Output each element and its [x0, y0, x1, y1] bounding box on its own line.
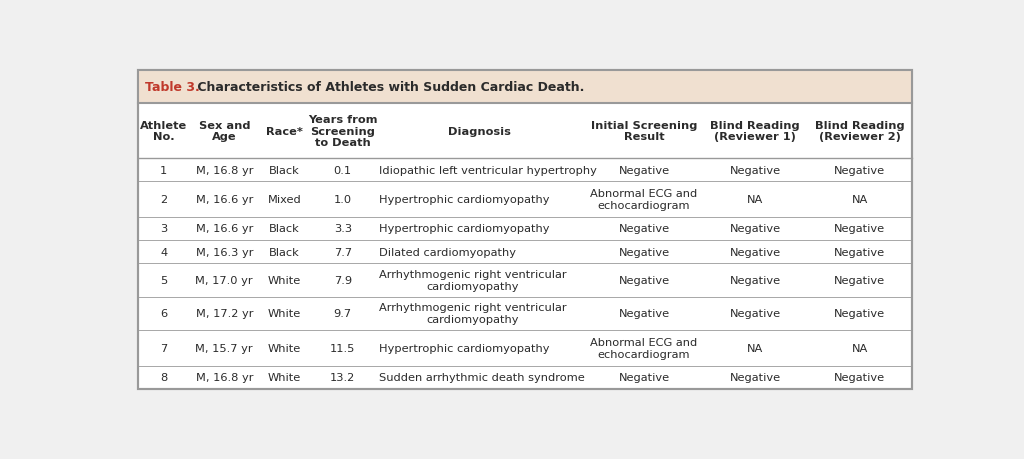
- Text: Initial Screening
Result: Initial Screening Result: [591, 120, 697, 142]
- Text: Negative: Negative: [835, 247, 886, 257]
- Text: M, 16.6 yr: M, 16.6 yr: [196, 224, 253, 234]
- Text: Negative: Negative: [618, 308, 670, 319]
- Text: White: White: [268, 308, 301, 319]
- Text: Negative: Negative: [730, 275, 780, 285]
- Text: Years from
Screening
to Death: Years from Screening to Death: [308, 115, 378, 148]
- Text: White: White: [268, 373, 301, 382]
- Text: 2: 2: [161, 195, 167, 205]
- Text: Characteristics of Athletes with Sudden Cardiac Death.: Characteristics of Athletes with Sudden …: [194, 81, 585, 94]
- Text: Negative: Negative: [618, 247, 670, 257]
- Text: 1: 1: [160, 165, 168, 175]
- Text: M, 17.2 yr: M, 17.2 yr: [196, 308, 253, 319]
- Text: 7: 7: [160, 343, 168, 353]
- Text: Negative: Negative: [730, 373, 780, 382]
- Text: Negative: Negative: [730, 224, 780, 234]
- Text: Black: Black: [269, 165, 300, 175]
- Text: 4: 4: [161, 247, 167, 257]
- Text: Abnormal ECG and
echocardiogram: Abnormal ECG and echocardiogram: [591, 337, 697, 359]
- Text: Idiopathic left ventricular hypertrophy: Idiopathic left ventricular hypertrophy: [379, 165, 597, 175]
- Text: Dilated cardiomyopathy: Dilated cardiomyopathy: [379, 247, 516, 257]
- Text: Negative: Negative: [835, 308, 886, 319]
- Text: Negative: Negative: [835, 165, 886, 175]
- Bar: [137, 71, 912, 389]
- Text: 0.1: 0.1: [334, 165, 352, 175]
- Text: Hypertrophic cardiomyopathy: Hypertrophic cardiomyopathy: [379, 343, 550, 353]
- Text: Blind Reading
(Reviewer 2): Blind Reading (Reviewer 2): [815, 120, 904, 142]
- Text: 8: 8: [160, 373, 168, 382]
- Bar: [137, 71, 912, 389]
- Text: M, 16.8 yr: M, 16.8 yr: [196, 165, 253, 175]
- Text: Athlete
No.: Athlete No.: [140, 120, 187, 142]
- Text: Arrhythmogenic right ventricular
cardiomyopathy: Arrhythmogenic right ventricular cardiom…: [379, 269, 567, 291]
- Text: Table 3.: Table 3.: [145, 81, 201, 94]
- Text: 3: 3: [160, 224, 168, 234]
- Text: 7.9: 7.9: [334, 275, 352, 285]
- Text: NA: NA: [852, 195, 868, 205]
- Text: Mixed: Mixed: [268, 195, 301, 205]
- Text: Diagnosis: Diagnosis: [449, 126, 511, 136]
- Text: M, 16.8 yr: M, 16.8 yr: [196, 373, 253, 382]
- Text: Hypertrophic cardiomyopathy: Hypertrophic cardiomyopathy: [379, 224, 550, 234]
- Text: 5: 5: [160, 275, 168, 285]
- Text: Negative: Negative: [730, 165, 780, 175]
- Text: NA: NA: [748, 343, 763, 353]
- Text: 7.7: 7.7: [334, 247, 352, 257]
- Text: NA: NA: [748, 195, 763, 205]
- Text: Black: Black: [269, 224, 300, 234]
- Text: M, 17.0 yr: M, 17.0 yr: [196, 275, 253, 285]
- Text: M, 16.3 yr: M, 16.3 yr: [196, 247, 253, 257]
- Text: 3.3: 3.3: [334, 224, 352, 234]
- Text: Negative: Negative: [618, 224, 670, 234]
- Text: Negative: Negative: [835, 224, 886, 234]
- Text: White: White: [268, 275, 301, 285]
- Text: Sex and
Age: Sex and Age: [199, 120, 250, 142]
- Text: Negative: Negative: [835, 275, 886, 285]
- Text: M, 16.6 yr: M, 16.6 yr: [196, 195, 253, 205]
- Text: Arrhythmogenic right ventricular
cardiomyopathy: Arrhythmogenic right ventricular cardiom…: [379, 303, 567, 325]
- Text: Negative: Negative: [618, 275, 670, 285]
- Text: Sudden arrhythmic death syndrome: Sudden arrhythmic death syndrome: [379, 373, 585, 382]
- Text: Race*: Race*: [266, 126, 303, 136]
- Text: 9.7: 9.7: [334, 308, 352, 319]
- Text: 6: 6: [161, 308, 167, 319]
- Text: Black: Black: [269, 247, 300, 257]
- Text: 1.0: 1.0: [334, 195, 352, 205]
- Text: Negative: Negative: [835, 373, 886, 382]
- Text: Negative: Negative: [618, 165, 670, 175]
- Text: 11.5: 11.5: [330, 343, 355, 353]
- Text: Negative: Negative: [730, 247, 780, 257]
- Bar: [137, 71, 912, 104]
- Text: M, 15.7 yr: M, 15.7 yr: [196, 343, 253, 353]
- Text: Abnormal ECG and
echocardiogram: Abnormal ECG and echocardiogram: [591, 189, 697, 210]
- Text: NA: NA: [852, 343, 868, 353]
- Text: White: White: [268, 343, 301, 353]
- Text: Negative: Negative: [618, 373, 670, 382]
- Text: 13.2: 13.2: [330, 373, 355, 382]
- Text: Hypertrophic cardiomyopathy: Hypertrophic cardiomyopathy: [379, 195, 550, 205]
- Text: Blind Reading
(Reviewer 1): Blind Reading (Reviewer 1): [711, 120, 800, 142]
- Text: Negative: Negative: [730, 308, 780, 319]
